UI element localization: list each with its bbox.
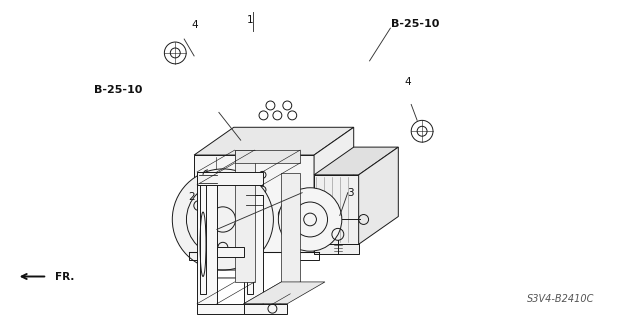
Circle shape bbox=[278, 188, 342, 251]
Text: 4: 4 bbox=[404, 77, 411, 87]
Polygon shape bbox=[244, 304, 287, 314]
Text: FR.: FR. bbox=[55, 272, 74, 282]
Polygon shape bbox=[282, 173, 300, 282]
Polygon shape bbox=[358, 147, 398, 244]
Polygon shape bbox=[197, 304, 262, 314]
Polygon shape bbox=[314, 244, 358, 254]
Polygon shape bbox=[314, 147, 398, 175]
Text: 3: 3 bbox=[347, 188, 354, 198]
Polygon shape bbox=[197, 172, 217, 304]
Text: 1: 1 bbox=[247, 15, 253, 26]
Polygon shape bbox=[244, 282, 325, 304]
Text: 2: 2 bbox=[189, 192, 195, 203]
Text: B-25-10: B-25-10 bbox=[391, 19, 440, 28]
Polygon shape bbox=[194, 155, 314, 252]
Polygon shape bbox=[197, 172, 262, 185]
Polygon shape bbox=[235, 150, 300, 163]
Circle shape bbox=[172, 169, 273, 270]
Polygon shape bbox=[200, 185, 206, 294]
Polygon shape bbox=[244, 195, 262, 304]
Text: 4: 4 bbox=[191, 20, 198, 30]
Polygon shape bbox=[246, 207, 253, 294]
Text: S3V4-B2410C: S3V4-B2410C bbox=[527, 293, 595, 304]
Polygon shape bbox=[314, 175, 358, 244]
Polygon shape bbox=[314, 127, 354, 252]
Text: B-25-10: B-25-10 bbox=[93, 85, 142, 95]
Polygon shape bbox=[217, 247, 244, 257]
Polygon shape bbox=[235, 150, 255, 282]
Polygon shape bbox=[194, 127, 354, 155]
